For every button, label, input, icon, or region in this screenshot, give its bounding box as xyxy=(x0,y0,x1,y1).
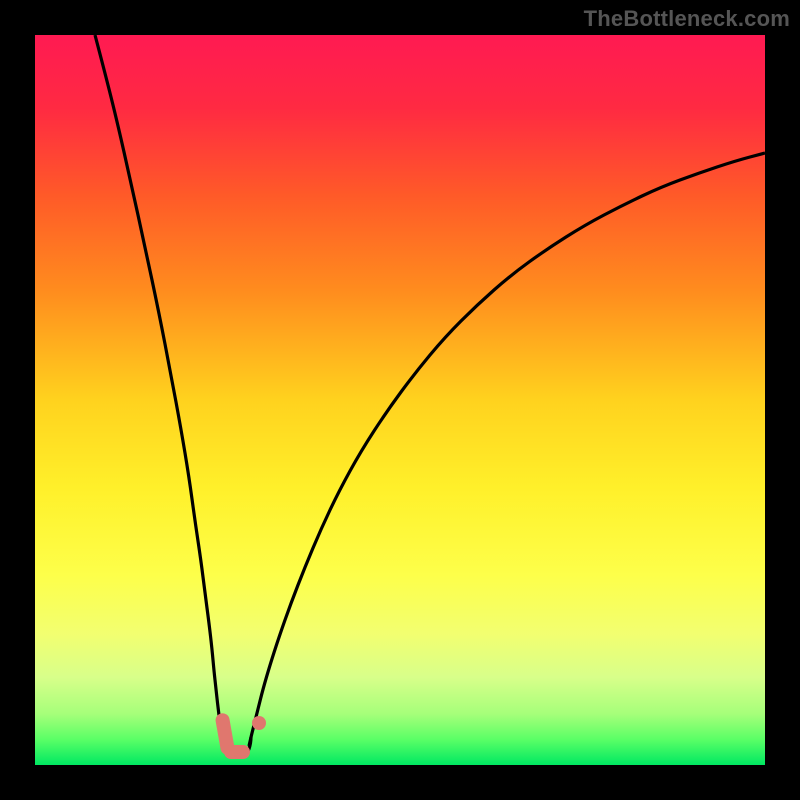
frame-left xyxy=(0,0,35,800)
curve-right xyxy=(249,153,765,746)
frame-bottom xyxy=(0,765,800,800)
curve-left xyxy=(95,35,223,746)
valley-marker-bottom xyxy=(224,745,250,759)
plot-area xyxy=(35,35,765,765)
markers-group xyxy=(214,712,266,759)
frame-right xyxy=(765,0,800,800)
chart-stage: TheBottleneck.com xyxy=(0,0,800,800)
valley-marker-dot xyxy=(252,716,266,730)
curve-overlay xyxy=(35,35,765,765)
watermark-text: TheBottleneck.com xyxy=(584,6,790,32)
